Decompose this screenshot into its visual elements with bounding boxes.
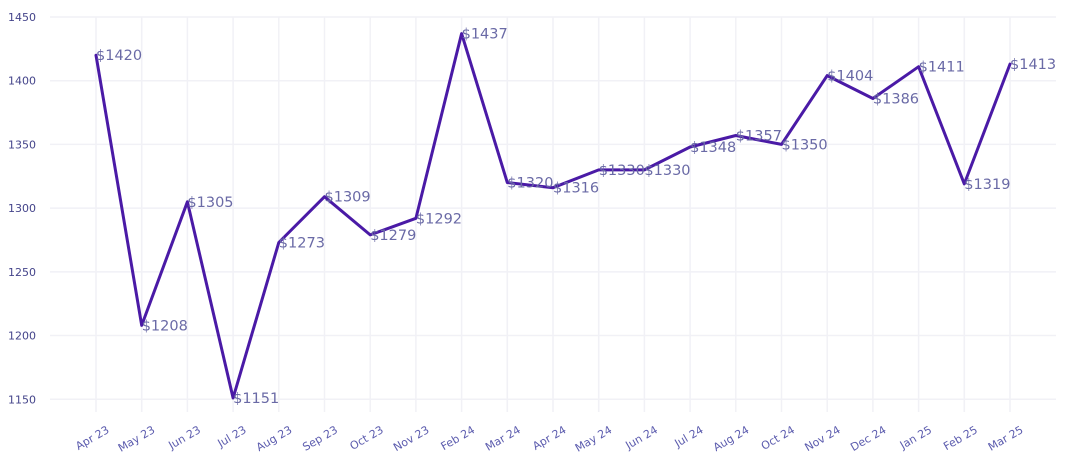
x-tick-label: Jan 25 <box>897 423 934 452</box>
data-label: $1208 <box>142 318 188 334</box>
x-tick-label: Apr 24 <box>530 423 568 453</box>
data-label: $1330 <box>599 163 645 179</box>
data-label: $1357 <box>736 129 782 145</box>
x-tick-label: Apr 23 <box>73 423 111 453</box>
data-label: $1316 <box>553 181 599 197</box>
y-tick-label: 1450 <box>8 11 36 24</box>
x-tick-label: May 23 <box>116 423 157 454</box>
data-label: $1348 <box>690 140 736 156</box>
y-axis: 1150 1200 1250 1300 1350 1400 1450 <box>8 11 36 406</box>
x-tick-label: Oct 23 <box>348 423 386 453</box>
data-label: $1404 <box>827 69 873 85</box>
data-label: $1309 <box>325 190 371 206</box>
data-label: $1437 <box>462 27 508 43</box>
data-label: $1305 <box>187 195 233 211</box>
data-label: $1420 <box>96 48 142 64</box>
data-label: $1411 <box>919 60 965 76</box>
data-label: $1279 <box>370 228 416 244</box>
y-tick-label: 1200 <box>8 330 36 343</box>
x-tick-label: Aug 24 <box>711 423 751 454</box>
x-tick-label: Nov 23 <box>391 423 431 454</box>
data-label: $1273 <box>279 236 325 252</box>
x-tick-label: Sep 23 <box>300 423 340 453</box>
x-tick-label: Feb 24 <box>439 423 478 453</box>
data-label: $1319 <box>964 177 1010 193</box>
x-tick-label: Jul 24 <box>672 423 706 450</box>
series-lines <box>94 32 1012 400</box>
data-label: $1330 <box>644 163 690 179</box>
y-tick-label: 1150 <box>8 393 36 406</box>
y-tick-label: 1250 <box>8 266 36 279</box>
x-tick-label: Mar 25 <box>986 423 1026 453</box>
x-tick-label: Nov 24 <box>802 423 842 454</box>
x-tick-label: May 24 <box>573 423 614 454</box>
data-label: $1320 <box>507 176 553 192</box>
series-line <box>94 32 1012 400</box>
x-tick-label: Mar 24 <box>483 423 523 453</box>
x-tick-label: Oct 24 <box>759 423 797 453</box>
data-label: $1292 <box>416 211 462 227</box>
x-axis: Apr 23 May 23 Jun 23 Jul 23 Aug 23 Sep 23 Oct … <box>73 423 1025 454</box>
x-tick-label: Jun 23 <box>165 423 202 452</box>
data-label: $1413 <box>1010 57 1056 73</box>
y-tick-label: 1300 <box>8 202 36 215</box>
data-label: $1350 <box>782 137 828 153</box>
x-tick-label: Jun 24 <box>622 423 659 452</box>
x-tick-label: Feb 25 <box>941 423 980 453</box>
data-label: $1151 <box>233 391 279 407</box>
y-tick-label: 1400 <box>8 75 36 88</box>
grid <box>50 16 1056 412</box>
x-tick-label: Dec 24 <box>848 423 888 454</box>
data-label: $1386 <box>873 92 919 108</box>
x-tick-label: Aug 23 <box>254 423 294 454</box>
x-tick-label: Jul 23 <box>215 423 249 450</box>
data-labels: $1420 $1208 $1305 $1151 $1273 $1309 $1279$1292… <box>96 27 1056 407</box>
y-tick-label: 1350 <box>8 138 36 151</box>
